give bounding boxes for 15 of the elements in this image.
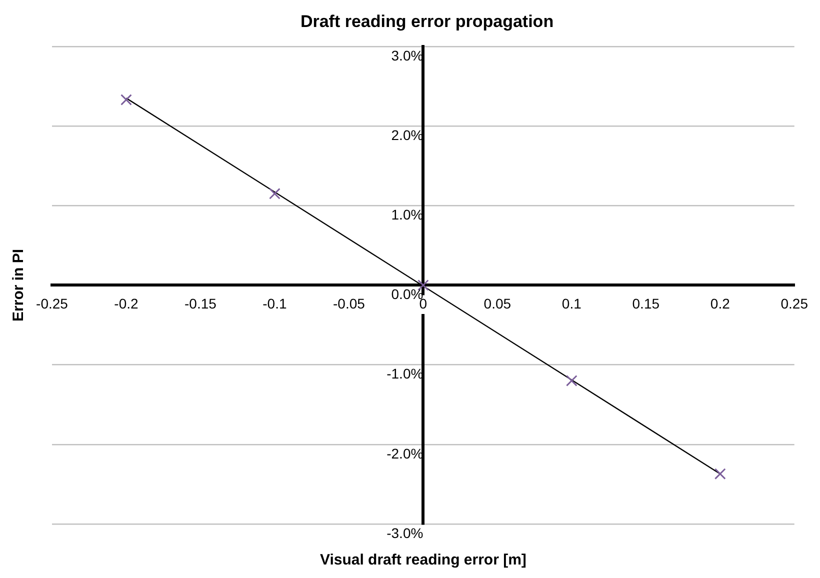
x-tick-label: -0.1 (262, 295, 287, 312)
x-tick-label: -0.25 (36, 295, 68, 312)
y-tick-label: -3.0% (386, 524, 424, 541)
x-tick-label: 0.25 (780, 295, 808, 312)
x-axis-title: Visual draft reading error [m] (320, 552, 526, 569)
x-tick-label: 0.15 (632, 295, 660, 312)
x-tick-label: 0.05 (484, 295, 512, 312)
y-tick-label: -2.0% (386, 445, 424, 462)
x-tick-label: 0.2 (710, 295, 730, 312)
x-tick-label: -0.2 (114, 295, 139, 312)
chart-title: Draft reading error propagation (300, 12, 554, 31)
x-tick-label: -0.15 (184, 295, 217, 312)
x-tick-label: 0.1 (562, 295, 582, 312)
x-tick-label: -0.05 (332, 295, 366, 312)
y-axis-title: Error in PI (10, 248, 28, 322)
